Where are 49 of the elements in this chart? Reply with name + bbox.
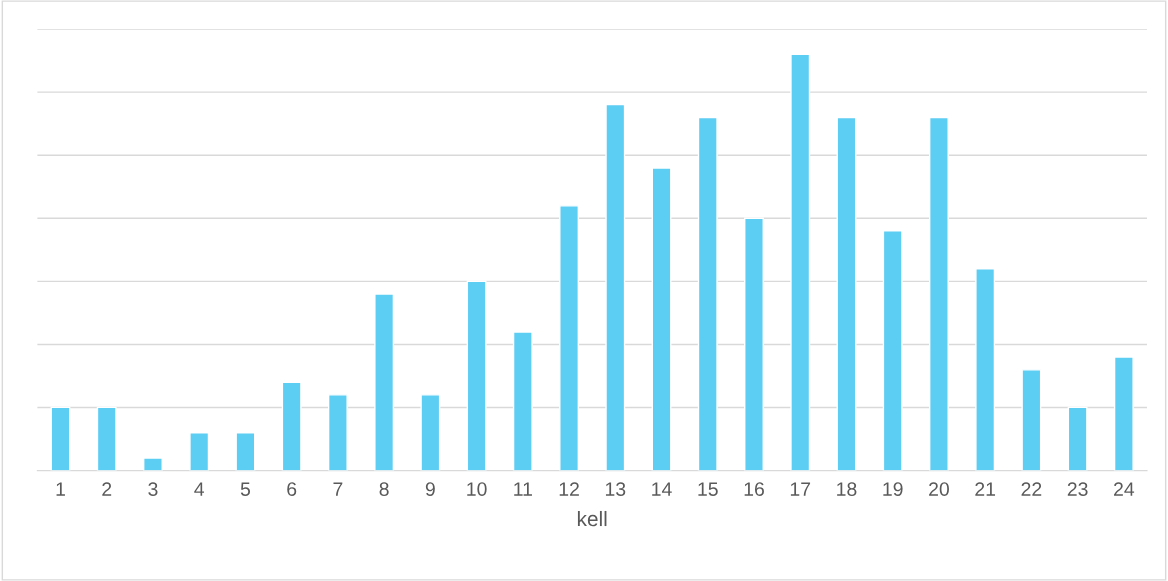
x-tick-label: 12 [559,482,579,496]
x-tick-label: 9 [425,482,435,496]
bar [605,103,626,471]
x-tick-label: 23 [1067,482,1088,496]
bar [1067,406,1088,471]
x-tick-label: 16 [744,482,764,496]
x-tick-label: 22 [1021,482,1042,496]
x-tick-label: 14 [652,482,672,496]
x-tick-label: 21 [975,482,996,496]
x-tick-label: 18 [837,482,857,496]
bar [466,280,487,471]
bar [928,116,949,471]
bar [651,167,672,471]
x-tick-label: 5 [240,482,251,496]
x-tick-label: 1 [56,482,65,496]
bar [374,293,395,471]
x-tick-label: 15 [698,482,718,496]
bar [790,53,811,471]
bar [559,205,580,471]
x-tick-label: 3 [148,482,158,496]
x-tick-label: 13 [605,482,626,496]
bar [235,432,256,471]
bar [281,381,302,471]
bar [836,116,857,471]
x-tick-label: 2 [102,482,112,496]
x-tick-label: 17 [790,482,811,496]
bar [189,432,210,471]
x-tick-label: 20 [929,482,949,496]
x-tick-label: 19 [883,482,903,496]
bar [420,394,441,471]
bar [744,217,764,471]
bar [512,331,533,471]
bar [327,394,348,471]
bar [143,457,163,471]
bar [1021,369,1042,471]
x-axis-title: kell [577,510,607,527]
x-tick-label: 8 [379,482,389,496]
x-tick-label: 24 [1114,482,1135,496]
bar [975,267,996,471]
x-tick-label: 10 [467,482,487,496]
bar [96,406,117,471]
x-tick-label: 11 [514,482,532,496]
x-tick-label: 4 [194,482,205,496]
bar [882,230,903,471]
bar [50,406,71,471]
x-tick-label: 6 [287,482,297,496]
x-tick-label: 7 [333,482,343,496]
bar [697,116,718,471]
bar [1113,356,1134,471]
